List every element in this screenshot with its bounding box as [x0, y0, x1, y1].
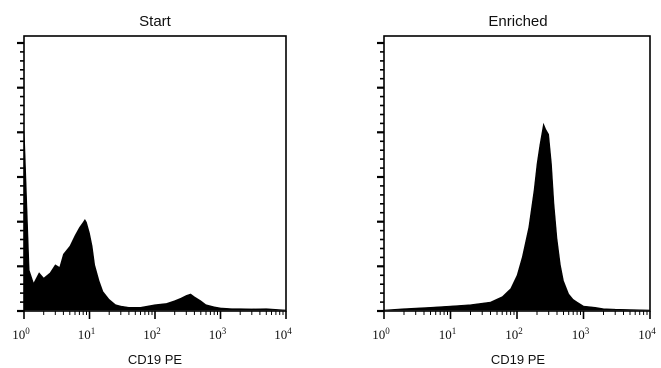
x-tick-label: 103 [572, 326, 590, 342]
x-tick-label: 101 [439, 326, 457, 342]
x-tick-exponent: 0 [25, 326, 30, 336]
x-tick-label: 103 [209, 326, 227, 342]
x-tick-label: 102 [505, 326, 523, 342]
plot-frame [383, 35, 651, 312]
x-tick-exponent: 4 [651, 326, 656, 336]
x-tick-exponent: 2 [156, 326, 161, 336]
histogram-panel-enriched: Enriched 100 101 102 103 104 CD19 PE [372, 13, 656, 367]
x-tick-exponent: 1 [452, 326, 457, 336]
histogram-area [23, 123, 287, 311]
x-axis-ticks: 100 101 102 103 104 [12, 311, 292, 342]
x-axis-label: CD19 PE [128, 352, 183, 367]
x-axis-ticks: 100 101 102 103 104 [372, 311, 656, 342]
x-tick-exponent: 0 [385, 326, 390, 336]
x-tick-label: 101 [78, 326, 96, 342]
histogram-plot [23, 123, 287, 311]
x-axis-label: CD19 PE [491, 352, 546, 367]
y-axis-ticks [17, 41, 24, 313]
x-tick-label: 104 [274, 326, 292, 342]
panel-title: Enriched [488, 13, 547, 30]
histogram-area [383, 122, 651, 311]
panel-title: Start [139, 13, 172, 30]
histogram-plot [383, 122, 651, 311]
histogram-panel-start: Start 100 101 102 103 104 CD19 PE [12, 13, 292, 367]
x-tick-exponent: 1 [91, 326, 96, 336]
y-axis-ticks [377, 41, 384, 313]
x-tick-exponent: 4 [287, 326, 292, 336]
x-tick-label: 104 [638, 326, 656, 342]
x-tick-exponent: 3 [222, 326, 227, 336]
x-tick-label: 100 [372, 326, 390, 342]
x-tick-label: 102 [143, 326, 161, 342]
x-tick-exponent: 2 [518, 326, 523, 336]
x-tick-exponent: 3 [585, 326, 590, 336]
x-tick-label: 100 [12, 326, 30, 342]
